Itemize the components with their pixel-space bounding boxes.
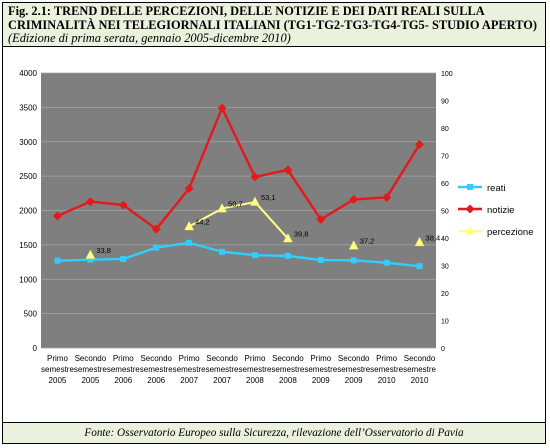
data-label-percezione: 39,8: [294, 230, 309, 239]
legend-swatch-marker-notizie: [465, 204, 475, 214]
legend-swatch-marker-reati: [467, 184, 473, 190]
data-point-notizie: [283, 165, 293, 175]
data-label-percezione: 33,8: [96, 246, 111, 255]
x-tick-label: Primo semestre 2009: [304, 354, 337, 385]
y-left-tick-label: 1500: [19, 241, 37, 250]
data-label-percezione: 37,2: [360, 237, 375, 246]
figure-header: Fig. 2.1: TREND DELLE PERCEZIONI, DELLE …: [3, 3, 545, 47]
x-tick-label: Primo semestre 2008: [239, 354, 272, 385]
y-right-tick-label: 80: [441, 126, 449, 133]
y-left-tick-label: 2000: [19, 207, 37, 216]
y-left-tick-label: 0: [33, 344, 38, 353]
data-point-percezione: [184, 220, 195, 231]
y-right-tick-label: 50: [441, 209, 449, 216]
figure-frame: Fig. 2.1: TREND DELLE PERCEZIONI, DELLE …: [2, 2, 546, 444]
series-line-percezione: [188, 200, 289, 240]
legend-label-notizie: notizie: [487, 205, 514, 216]
data-point-notizie: [52, 211, 62, 221]
y-right-tick-label: 0: [441, 346, 445, 353]
data-label-percezione: 53,1: [261, 193, 276, 202]
x-tick-label: Secondo semestre 2007: [206, 354, 239, 385]
legend-label-reati: reati: [487, 183, 505, 194]
y-right-tick-label: 60: [441, 181, 449, 188]
data-point-notizie: [217, 103, 227, 113]
data-point-percezione: [414, 236, 425, 247]
data-point-reati: [350, 257, 357, 264]
y-left-tick-label: 500: [24, 310, 38, 319]
data-point-percezione: [282, 233, 293, 243]
x-tick-label: Secondo semestre 2009: [337, 354, 370, 385]
y-right-tick-label: 40: [441, 236, 449, 243]
y-right-tick-label: 70: [441, 154, 449, 161]
y-right-tick-label: 90: [441, 99, 449, 106]
y-left-tick-label: 1000: [19, 275, 37, 284]
data-label-percezione: 44,2: [195, 217, 210, 226]
data-point-reati: [153, 244, 160, 251]
figure-title: Fig. 2.1: TREND DELLE PERCEZIONI, DELLE …: [8, 4, 538, 32]
y-right-tick-label: 30: [441, 264, 449, 271]
y-right-tick-label: 20: [441, 291, 449, 298]
y-right-tick-label: 100: [441, 71, 453, 78]
data-point-notizie: [184, 184, 194, 193]
data-point-percezione: [250, 196, 260, 206]
legend-label-percezione: percezione: [487, 227, 533, 238]
line-chart: 0 500 1000 1500 2000 2500 3000 3500 4000 0 10 20 30 4…: [19, 69, 533, 385]
x-tick-label: Secondo semestre 2010: [403, 354, 436, 385]
y-right-tick-label: 10: [441, 319, 449, 326]
data-point-percezione: [348, 240, 359, 250]
data-point-reati: [317, 257, 324, 263]
x-tick-label: Primo semestre 2005: [41, 354, 74, 385]
data-point-reati: [54, 257, 61, 264]
legend-swatch-marker-percezione: [465, 226, 475, 235]
y-left-tick-label: 3500: [19, 103, 37, 112]
data-point-reati: [120, 255, 127, 262]
data-point-reati: [251, 252, 258, 259]
data-point-reati: [87, 256, 94, 263]
data-point-notizie: [85, 197, 95, 207]
chart-container: 0 500 1000 1500 2000 2500 3000 3500 4000 0 10 20 30 4…: [3, 47, 545, 423]
y-left-tick-label: 4000: [19, 69, 37, 78]
data-point-notizie: [250, 172, 260, 182]
data-point-notizie: [415, 140, 425, 149]
data-point-reati: [186, 239, 193, 246]
data-point-notizie: [151, 224, 161, 234]
data-point-percezione: [217, 203, 227, 213]
x-tick-label: Primo semestre 2010: [370, 354, 403, 385]
data-point-notizie: [316, 214, 326, 224]
x-tick-label: Primo semestre 2007: [173, 354, 206, 385]
data-point-reati: [284, 252, 291, 259]
series-line-reati: [57, 241, 420, 268]
x-tick-label: Secondo semestre 2008: [271, 354, 304, 385]
data-label-percezione: 38,4: [426, 233, 441, 242]
data-point-reati: [383, 259, 390, 266]
series-line-notizie: [56, 106, 421, 231]
data-point-reati: [416, 263, 423, 270]
x-tick-label: Primo semestre 2006: [107, 354, 140, 385]
data-point-notizie: [382, 192, 392, 202]
figure-footer: Fonte: Osservatorio Europeo sulla Sicure…: [3, 423, 545, 443]
source-note: Fonte: Osservatorio Europeo sulla Sicure…: [84, 427, 464, 439]
data-point-notizie: [118, 200, 128, 210]
data-point-reati: [219, 248, 226, 255]
x-tick-label: Secondo semestre 2005: [74, 354, 107, 385]
x-tick-label: Secondo semestre 2006: [140, 354, 173, 385]
data-label-percezione: 50,7: [228, 200, 243, 209]
data-point-percezione: [85, 249, 96, 259]
figure-subtitle: (Edizione di prima serata, gennaio 2005-…: [8, 31, 291, 46]
y-left-tick-label: 3000: [19, 138, 37, 147]
data-point-notizie: [349, 195, 359, 204]
y-left-tick-label: 2500: [19, 172, 37, 181]
